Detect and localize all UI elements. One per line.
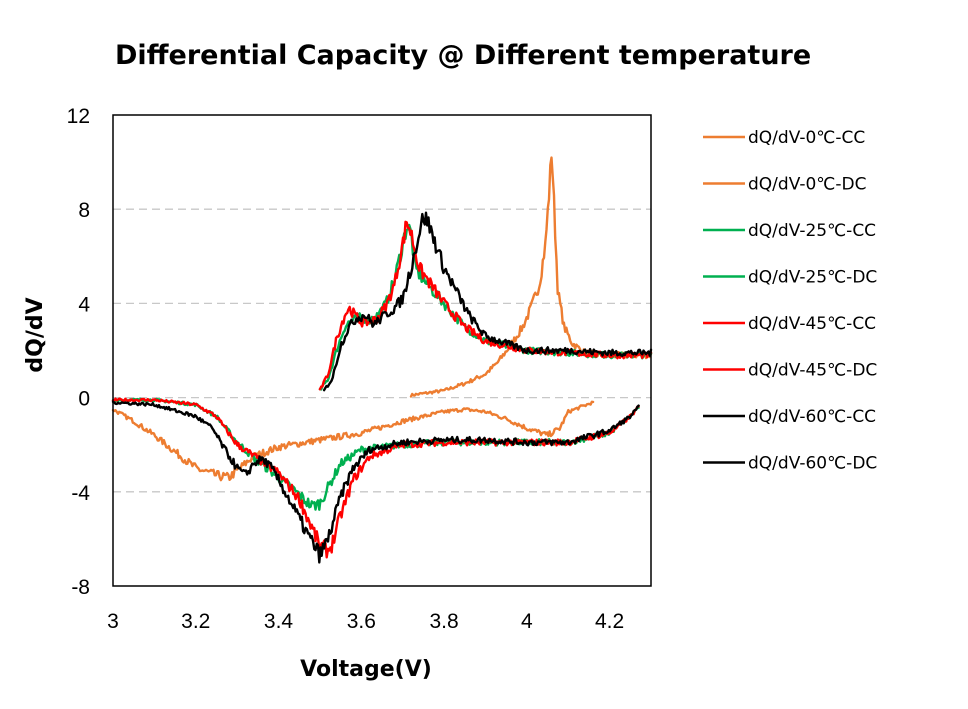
x-tick-label: 3.4 <box>264 610 294 633</box>
legend-label: dQ/dV-25℃-DC <box>748 268 877 288</box>
legend-label: dQ/dV-0℃-CC <box>748 128 865 148</box>
series-layer <box>111 156 653 564</box>
x-tick-label: 3.2 <box>181 610 210 633</box>
x-tick-label: 3 <box>107 610 119 633</box>
legend-label: dQ/dV-60℃-CC <box>748 407 876 427</box>
series-line-2 <box>318 223 653 391</box>
y-tick-label: 4 <box>78 293 90 316</box>
y-tick-label: 12 <box>67 105 90 128</box>
y-tick-label: 0 <box>78 388 90 411</box>
y-tick-label: -8 <box>71 576 90 599</box>
y-tick-label: -4 <box>71 482 90 505</box>
series-line-7 <box>111 400 640 564</box>
y-tick-label: 8 <box>78 199 90 222</box>
x-tick-label: 4 <box>521 610 533 633</box>
series-line-5 <box>111 397 640 559</box>
series-line-1 <box>111 400 595 482</box>
legend-label: dQ/dV-60℃-DC <box>748 454 877 474</box>
x-tick-label: 3.8 <box>429 610 458 633</box>
x-axis-label: Voltage(V) <box>300 657 432 682</box>
x-tick-label: 3.6 <box>347 610 376 633</box>
tick-labels: 12 8 4 0 -4 -8 3 3.2 3.4 3.6 3.8 4 4.2 <box>67 105 625 633</box>
legend: dQ/dV-0℃-CC dQ/dV-0℃-DC dQ/dV-25℃-CC dQ/dV-… <box>703 128 877 474</box>
legend-label: dQ/dV-45℃-DC <box>748 361 877 381</box>
y-axis-label: dQ/dV <box>23 297 48 372</box>
x-tick-label: 4.2 <box>595 610 624 633</box>
legend-label: dQ/dV-25℃-CC <box>748 221 876 241</box>
plot-frame <box>112 114 652 587</box>
series-line-0 <box>409 156 653 398</box>
series-line-4 <box>318 220 653 391</box>
series-line-6 <box>322 211 653 392</box>
legend-label: dQ/dV-45℃-CC <box>748 314 876 334</box>
legend-label: dQ/dV-0℃-DC <box>748 175 866 195</box>
chart-title: Differential Capacity @ Different temper… <box>115 40 811 71</box>
